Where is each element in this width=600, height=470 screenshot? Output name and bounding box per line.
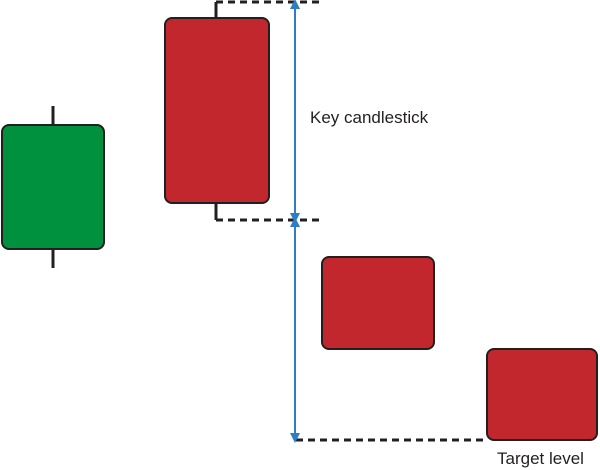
bullish-candle <box>1 106 105 268</box>
target-level-label: Target level <box>497 449 584 468</box>
key-bearish-candle <box>164 2 270 220</box>
target-bearish-candle <box>486 348 598 441</box>
gap-down-bearish-candle <box>321 256 435 350</box>
key-candlestick-label: Key candlestick <box>310 108 429 127</box>
key-candle-body <box>164 17 270 204</box>
bullish-candle-body <box>1 124 105 250</box>
